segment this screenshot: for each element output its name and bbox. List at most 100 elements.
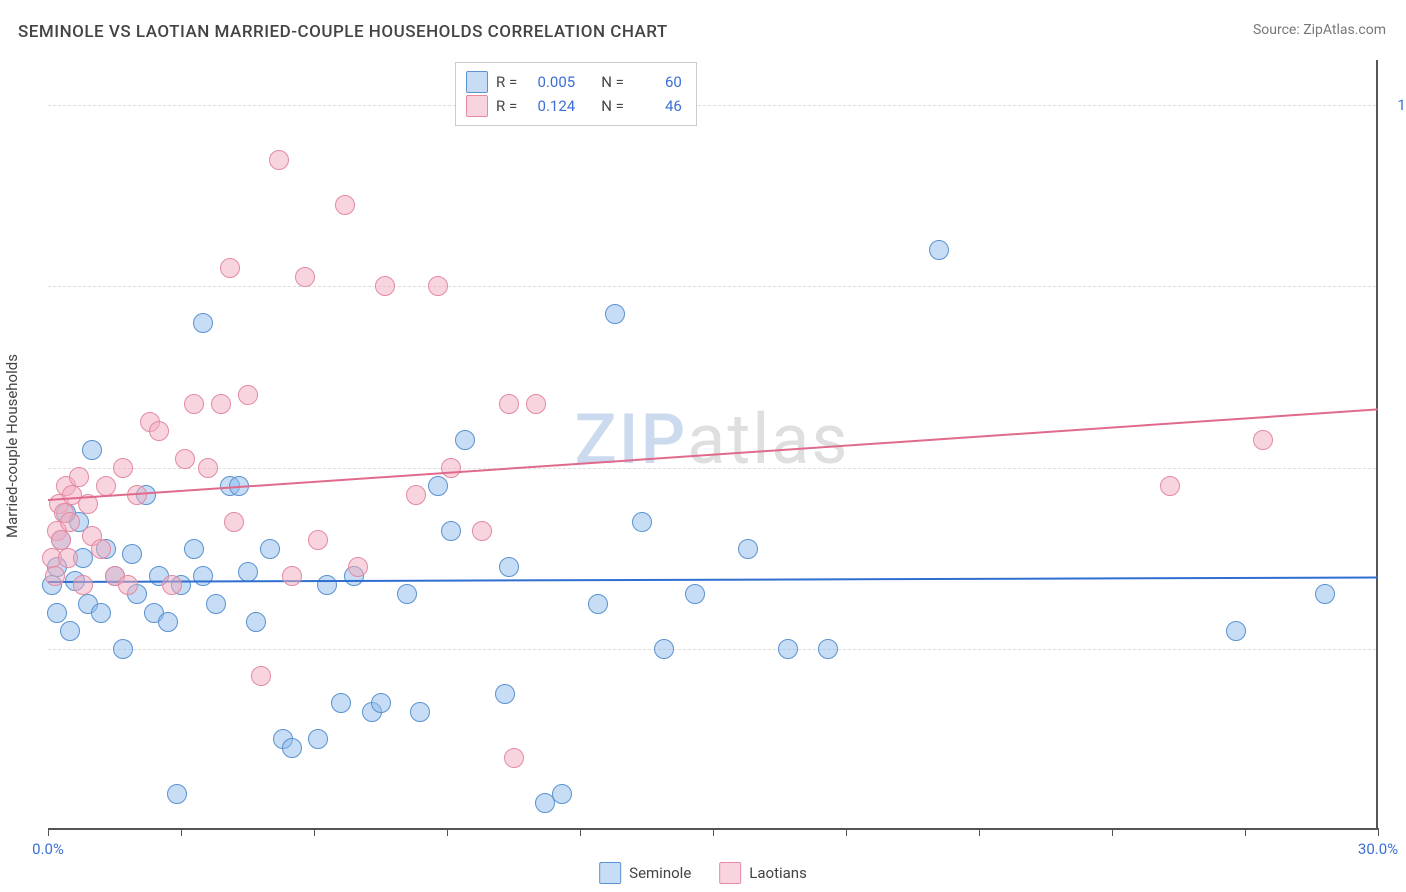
y-axis-label: Married-couple Households bbox=[3, 354, 21, 538]
legend-swatch-seminole bbox=[466, 71, 488, 93]
data-point bbox=[47, 603, 67, 623]
legend-item-laotians: Laotians bbox=[719, 862, 807, 884]
series-legend: Seminole Laotians bbox=[599, 862, 807, 884]
data-point bbox=[184, 394, 204, 414]
legend-row-seminole: R = 0.005 N = 60 bbox=[466, 71, 682, 93]
data-point bbox=[335, 195, 355, 215]
data-point bbox=[632, 512, 652, 532]
data-point bbox=[308, 729, 328, 749]
data-point bbox=[58, 548, 78, 568]
legend-r-value-1: 0.005 bbox=[525, 73, 575, 91]
x-tick-label: 0.0% bbox=[32, 840, 64, 858]
data-point bbox=[495, 684, 515, 704]
data-point bbox=[778, 639, 798, 659]
data-point bbox=[224, 512, 244, 532]
y-tick-label: 80.0% bbox=[1386, 277, 1406, 295]
data-point bbox=[1226, 621, 1246, 641]
x-tick bbox=[1378, 828, 1379, 836]
data-point bbox=[1160, 476, 1180, 496]
data-point bbox=[588, 594, 608, 614]
data-point bbox=[428, 276, 448, 296]
data-point bbox=[685, 584, 705, 604]
data-point bbox=[397, 584, 417, 604]
data-point bbox=[929, 240, 949, 260]
data-point bbox=[238, 385, 258, 405]
data-point bbox=[167, 784, 187, 804]
correlation-legend: R = 0.005 N = 60 R = 0.124 N = 46 bbox=[455, 62, 697, 126]
data-point bbox=[246, 612, 266, 632]
y-tick-label: 60.0% bbox=[1386, 459, 1406, 477]
data-point bbox=[60, 512, 80, 532]
data-point bbox=[406, 485, 426, 505]
legend-r-label: R = bbox=[496, 73, 517, 91]
data-point bbox=[295, 267, 315, 287]
legend-n-value-1: 60 bbox=[632, 73, 682, 91]
legend-r-value-2: 0.124 bbox=[525, 97, 575, 115]
y-tick-label: 100.0% bbox=[1386, 96, 1406, 114]
legend-n-label-2: N = bbox=[601, 97, 624, 115]
source-attribution: Source: ZipAtlas.com bbox=[1253, 22, 1386, 38]
x-tick bbox=[48, 828, 49, 836]
data-point bbox=[1253, 430, 1273, 450]
data-point bbox=[238, 562, 258, 582]
data-point bbox=[818, 639, 838, 659]
legend-r-label-2: R = bbox=[496, 97, 517, 115]
gridline bbox=[48, 649, 1376, 650]
legend-n-label: N = bbox=[601, 73, 624, 91]
data-point bbox=[441, 521, 461, 541]
x-tick bbox=[181, 828, 182, 836]
data-point bbox=[184, 539, 204, 559]
data-point bbox=[198, 458, 218, 478]
data-point bbox=[113, 458, 133, 478]
data-point bbox=[317, 575, 337, 595]
x-tick-label: 30.0% bbox=[1358, 840, 1398, 858]
data-point bbox=[375, 276, 395, 296]
data-point bbox=[118, 575, 138, 595]
data-point bbox=[552, 784, 572, 804]
plot-area: ZIPatlas 40.0%60.0%80.0%100.0%0.0%30.0% bbox=[48, 60, 1378, 830]
gridline bbox=[48, 105, 1376, 106]
data-point bbox=[308, 530, 328, 550]
legend-swatch-laotians bbox=[466, 95, 488, 117]
data-point bbox=[45, 566, 65, 586]
data-point bbox=[51, 530, 71, 550]
data-point bbox=[149, 421, 169, 441]
data-point bbox=[91, 539, 111, 559]
legend-swatch-seminole-b bbox=[599, 862, 621, 884]
x-tick bbox=[1245, 828, 1246, 836]
source-link[interactable]: ZipAtlas.com bbox=[1303, 22, 1386, 38]
data-point bbox=[472, 521, 492, 541]
x-tick bbox=[580, 828, 581, 836]
x-tick bbox=[1112, 828, 1113, 836]
y-tick-label: 40.0% bbox=[1386, 640, 1406, 658]
source-prefix: Source: bbox=[1253, 22, 1303, 38]
data-point bbox=[371, 693, 391, 713]
data-point bbox=[282, 738, 302, 758]
data-point bbox=[113, 639, 133, 659]
data-point bbox=[193, 566, 213, 586]
data-point bbox=[82, 440, 102, 460]
data-point bbox=[499, 557, 519, 577]
x-tick bbox=[979, 828, 980, 836]
legend-n-value-2: 46 bbox=[632, 97, 682, 115]
chart-title: SEMINOLE VS LAOTIAN MARRIED-COUPLE HOUSE… bbox=[18, 22, 668, 42]
x-tick bbox=[314, 828, 315, 836]
data-point bbox=[69, 467, 89, 487]
data-point bbox=[738, 539, 758, 559]
data-point bbox=[348, 557, 368, 577]
data-point bbox=[206, 594, 226, 614]
data-point bbox=[122, 544, 142, 564]
data-point bbox=[193, 313, 213, 333]
data-point bbox=[455, 430, 475, 450]
data-point bbox=[504, 748, 524, 768]
data-point bbox=[73, 575, 93, 595]
legend-label-laotians: Laotians bbox=[749, 864, 807, 882]
data-point bbox=[175, 449, 195, 469]
x-tick bbox=[846, 828, 847, 836]
x-tick bbox=[713, 828, 714, 836]
data-point bbox=[605, 304, 625, 324]
data-point bbox=[158, 612, 178, 632]
data-point bbox=[91, 603, 111, 623]
data-point bbox=[251, 666, 271, 686]
data-point bbox=[654, 639, 674, 659]
